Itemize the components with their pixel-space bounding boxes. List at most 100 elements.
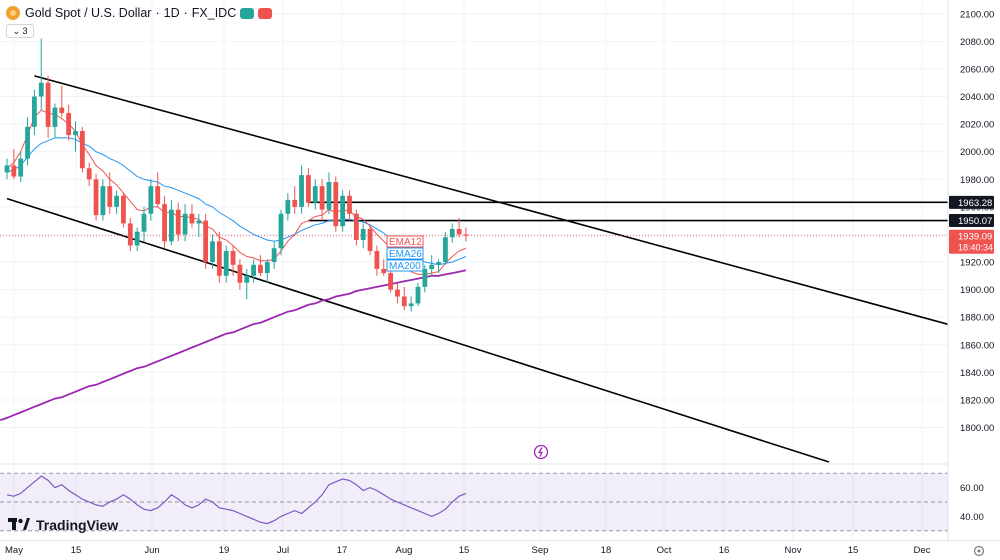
candle[interactable] xyxy=(134,227,140,251)
candle[interactable] xyxy=(408,296,414,312)
candle-body xyxy=(18,158,24,177)
candle[interactable] xyxy=(285,193,291,221)
candle[interactable] xyxy=(237,259,243,290)
rsi-tick-label: 60.00 xyxy=(960,483,984,494)
candle[interactable] xyxy=(230,245,236,276)
level-price-tag[interactable]: 1963.28 xyxy=(949,195,994,209)
market-open-icon[interactable] xyxy=(240,7,255,19)
candle[interactable] xyxy=(141,206,147,242)
candle[interactable] xyxy=(86,162,92,187)
candle[interactable] xyxy=(32,89,37,136)
candle[interactable] xyxy=(443,231,448,265)
interval[interactable]: 1D xyxy=(163,6,180,20)
candle[interactable] xyxy=(11,148,17,180)
candle[interactable] xyxy=(319,179,325,221)
level-tag-text: 1950.07 xyxy=(958,216,992,227)
candle-body xyxy=(223,250,229,276)
candle-body xyxy=(100,186,106,216)
candle[interactable] xyxy=(367,226,373,256)
candle[interactable] xyxy=(401,286,407,311)
candle[interactable] xyxy=(121,193,126,228)
legend-item[interactable]: EMA12 xyxy=(386,235,424,248)
candle[interactable] xyxy=(340,190,346,232)
candle[interactable] xyxy=(18,151,24,183)
candle[interactable] xyxy=(395,282,400,304)
candle[interactable] xyxy=(59,85,65,118)
rsi-line[interactable] xyxy=(6,475,467,525)
candle[interactable] xyxy=(162,195,167,249)
candle[interactable] xyxy=(216,231,222,283)
candle-body xyxy=(360,228,366,240)
candle[interactable] xyxy=(278,209,284,256)
candle[interactable] xyxy=(415,282,421,307)
candle-body xyxy=(52,107,58,127)
candle-body xyxy=(237,264,243,283)
candle[interactable] xyxy=(299,165,304,214)
candle[interactable] xyxy=(326,172,332,214)
candle[interactable] xyxy=(360,223,366,249)
candle[interactable] xyxy=(449,223,455,243)
replay-icon[interactable] xyxy=(533,444,549,460)
candle[interactable] xyxy=(25,117,30,166)
candle[interactable] xyxy=(196,213,202,238)
candle[interactable] xyxy=(271,241,277,269)
candle[interactable] xyxy=(127,217,133,251)
candle[interactable] xyxy=(203,213,209,269)
candle-body xyxy=(203,220,209,263)
candle-body xyxy=(114,195,119,207)
candle[interactable] xyxy=(79,126,85,173)
candle[interactable] xyxy=(73,121,78,152)
candle[interactable] xyxy=(114,190,119,214)
candle[interactable] xyxy=(347,190,352,221)
price-tick-label: 1860.00 xyxy=(960,340,994,351)
candle[interactable] xyxy=(312,179,318,210)
symbol-name[interactable]: Gold Spot / U.S. Dollar xyxy=(25,6,152,20)
candle[interactable] xyxy=(93,173,99,221)
candle[interactable] xyxy=(258,255,263,276)
candle[interactable] xyxy=(182,204,188,242)
candle[interactable] xyxy=(52,103,58,138)
candle-body xyxy=(45,82,51,127)
candle[interactable] xyxy=(223,245,229,283)
candle[interactable] xyxy=(148,179,154,221)
legend-item[interactable]: EMA26 xyxy=(386,247,424,260)
candle[interactable] xyxy=(264,259,270,283)
channel-lines xyxy=(6,75,1000,463)
market-status-icon[interactable] xyxy=(258,7,273,19)
candle[interactable] xyxy=(244,268,250,300)
candle[interactable] xyxy=(429,255,435,276)
level-price-tag[interactable]: 1950.07 xyxy=(949,214,994,228)
candle[interactable] xyxy=(374,245,380,276)
candle[interactable] xyxy=(292,186,298,214)
candle[interactable] xyxy=(4,158,10,180)
candle[interactable] xyxy=(45,75,51,138)
channel-line[interactable] xyxy=(34,75,1000,363)
indicators-collapse-button[interactable]: ⌄ 3 xyxy=(6,24,34,38)
candle[interactable] xyxy=(251,259,256,283)
candle[interactable] xyxy=(306,168,311,207)
candle[interactable] xyxy=(436,259,441,274)
candle[interactable] xyxy=(381,259,387,276)
candle[interactable] xyxy=(210,234,215,269)
channel-line[interactable] xyxy=(6,197,830,463)
candle[interactable] xyxy=(456,217,462,238)
candle[interactable] xyxy=(175,202,181,242)
candle[interactable] xyxy=(107,172,113,214)
tradingview-logo[interactable]: TradingView xyxy=(8,517,118,533)
candle[interactable] xyxy=(169,199,174,246)
candle[interactable] xyxy=(353,209,359,246)
candle[interactable] xyxy=(155,172,161,207)
candle[interactable] xyxy=(189,204,195,228)
time-tick-label: 15 xyxy=(71,545,82,556)
candle[interactable] xyxy=(463,227,469,242)
candle[interactable] xyxy=(38,38,44,111)
legend-item[interactable]: MA200 xyxy=(386,259,424,272)
settings-icon[interactable] xyxy=(973,545,985,557)
candle[interactable] xyxy=(100,179,106,221)
candle[interactable] xyxy=(422,264,428,293)
candle[interactable] xyxy=(333,176,339,232)
candle[interactable] xyxy=(66,104,72,141)
price-tick-label: 1800.00 xyxy=(960,423,994,434)
